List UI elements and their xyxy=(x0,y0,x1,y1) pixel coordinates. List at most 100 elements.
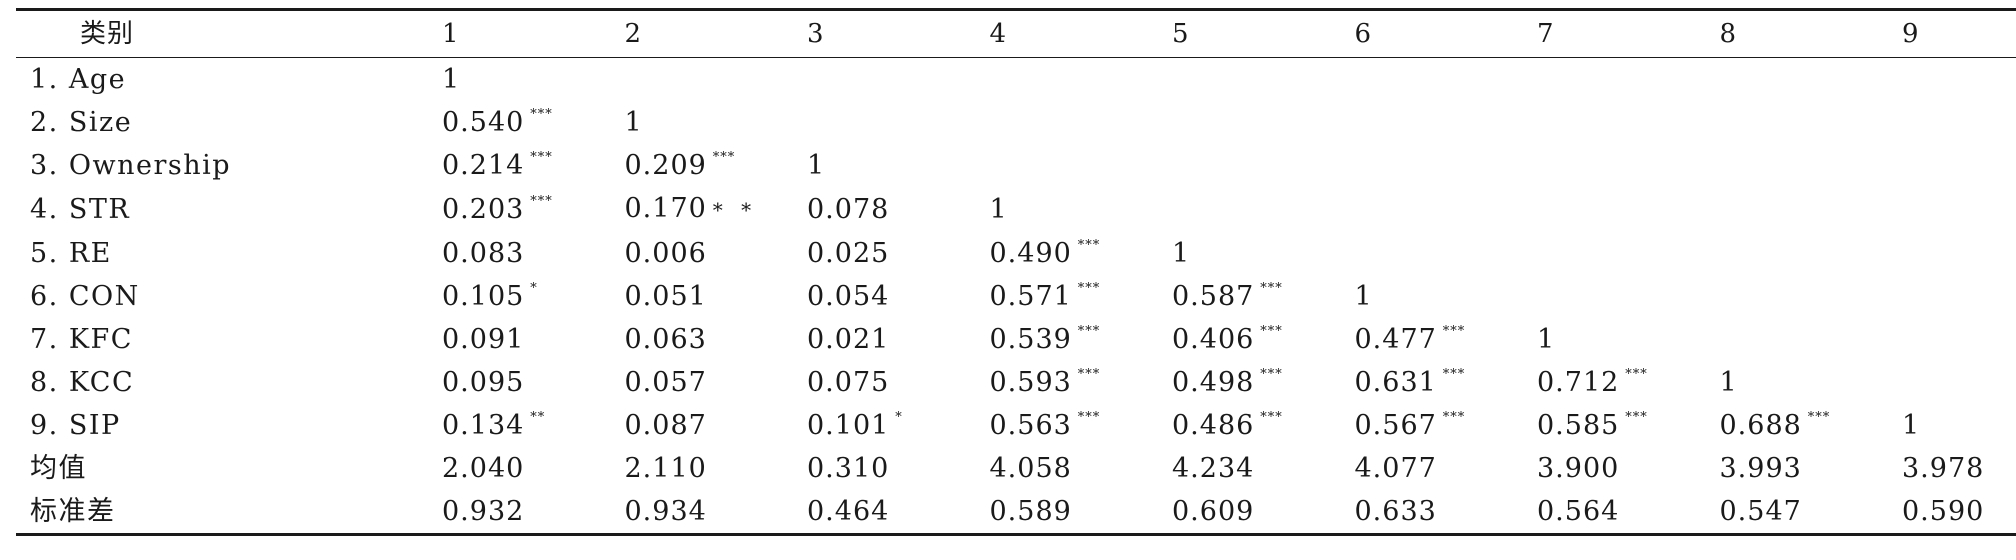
row-label: 6. CON xyxy=(30,281,140,312)
table-cell: 0.631 *** xyxy=(1355,361,1538,404)
cell-value: 4.234 xyxy=(1172,453,1255,484)
cell-value: 0.486 xyxy=(1172,410,1255,441)
cell-value: 0.101 xyxy=(807,410,890,441)
cell-value: 0.571 xyxy=(989,281,1072,312)
cell-value: 4.077 xyxy=(1354,453,1437,484)
table-cell xyxy=(1902,232,2016,275)
table-cell: 0.585 *** xyxy=(1537,404,1720,447)
table-cell: 0.540 *** xyxy=(442,101,625,144)
table-cell xyxy=(1902,144,2016,187)
cell-value: 2.110 xyxy=(624,453,707,484)
cell-value: 0.609 xyxy=(1172,496,1255,527)
table-cell: 0.934 xyxy=(625,490,808,535)
row-label: 均值 xyxy=(30,453,87,484)
table-cell xyxy=(1902,275,2016,318)
table-cell: 0.932 xyxy=(442,490,625,535)
table-cell: 0.490 *** xyxy=(990,232,1173,275)
table-cell: 0.593 *** xyxy=(990,361,1173,404)
table-cell: 2.110 xyxy=(625,447,808,490)
table-cell: 0.464 xyxy=(807,490,990,535)
significance-marker: *** xyxy=(1260,367,1283,382)
table-cell xyxy=(1537,144,1720,187)
table-cell: 0.688 *** xyxy=(1720,404,1903,447)
table-row: 5. RE 0.083 0.006 0.025 0.490 *** 1 xyxy=(16,232,2016,275)
table-cell: 0.075 xyxy=(807,361,990,404)
header-row: 类别 1 2 3 4 5 6 7 8 9 xyxy=(16,9,2016,58)
cell-value: 1 xyxy=(1719,367,1738,398)
row-label: 4. STR xyxy=(30,194,131,225)
cell-value: 0.593 xyxy=(989,367,1072,398)
significance-marker: *** xyxy=(1077,238,1101,253)
header-cell-3: 3 xyxy=(807,19,825,49)
table-row: 2. Size 0.540 *** 1 xyxy=(16,101,2016,144)
cell-value: 0.587 xyxy=(1172,281,1255,312)
table-cell xyxy=(1720,101,1903,144)
cell-value: 0.688 xyxy=(1719,410,1802,441)
table-cell: 0.477 *** xyxy=(1355,318,1538,361)
cell-value: 0.589 xyxy=(989,496,1072,527)
table-cell xyxy=(1172,187,1355,232)
table-cell: 0.589 xyxy=(990,490,1173,535)
table-header: 类别 1 2 3 4 5 6 7 8 9 xyxy=(16,9,2016,58)
significance-marker: *** xyxy=(1625,367,1648,382)
significance-marker: *** xyxy=(1077,324,1101,339)
significance-marker: *** xyxy=(1077,281,1101,296)
cell-value: 4.058 xyxy=(989,453,1072,484)
cell-value: 1 xyxy=(1537,324,1556,355)
header-cell-6: 6 xyxy=(1354,19,1373,49)
cell-value: 0.590 xyxy=(1902,496,1985,527)
cell-value: 0.075 xyxy=(807,367,890,398)
header-cell-9: 9 xyxy=(1902,19,1920,49)
table-row: 标准差 0.932 0.934 0.464 0.589 0.609 0.633 0.564 0.… xyxy=(16,490,2016,535)
table-cell: 4.077 xyxy=(1355,447,1538,490)
table-cell: 3.993 xyxy=(1720,447,1903,490)
header-cell-5: 5 xyxy=(1172,19,1190,49)
cell-value: 1 xyxy=(624,107,643,138)
table-cell: 0.563 *** xyxy=(990,404,1173,447)
table-cell: 1 xyxy=(1172,232,1355,275)
significance-marker: *** xyxy=(1625,410,1648,425)
cell-value: 0.214 xyxy=(442,150,525,181)
table-cell xyxy=(1720,318,1903,361)
cell-value: 1 xyxy=(442,64,461,95)
cell-value: 3.900 xyxy=(1537,453,1620,484)
table-cell: 0.406 *** xyxy=(1172,318,1355,361)
cell-value: 0.490 xyxy=(989,238,1072,269)
cell-value: 0.057 xyxy=(624,367,707,398)
table-cell xyxy=(807,101,990,144)
cell-value: 0.547 xyxy=(1719,496,1802,527)
table-row: 4. STR 0.203 *** 0.170 * * 0.078 1 xyxy=(16,187,2016,232)
cell-value: 0.464 xyxy=(807,496,890,527)
significance-marker: ** xyxy=(530,410,546,425)
table-cell: 0.214 *** xyxy=(442,144,625,187)
table-cell: 0.057 xyxy=(625,361,808,404)
cell-value: 0.170 xyxy=(624,193,707,224)
table-cell: 0.310 xyxy=(807,447,990,490)
table-cell: 0.539 *** xyxy=(990,318,1173,361)
table-cell xyxy=(1537,58,1720,102)
cell-value: 0.310 xyxy=(807,453,890,484)
table-cell: 0.025 xyxy=(807,232,990,275)
table-cell: 0.567 *** xyxy=(1355,404,1538,447)
significance-marker: *** xyxy=(530,194,553,209)
cell-value: 0.564 xyxy=(1537,496,1620,527)
table-cell: 1 xyxy=(1537,318,1720,361)
table-cell: 0.587 *** xyxy=(1172,275,1355,318)
table-cell: 0.095 xyxy=(442,361,625,404)
table-cell xyxy=(990,101,1173,144)
table-cell xyxy=(625,58,808,102)
table-cell: 1 xyxy=(625,101,808,144)
significance-marker: *** xyxy=(1442,410,1466,425)
table-cell: 0.170 * * xyxy=(625,187,808,232)
table-cell: 4.058 xyxy=(990,447,1173,490)
table-cell: 0.087 xyxy=(625,404,808,447)
cell-value: 0.134 xyxy=(442,410,525,441)
table-cell: 0.209 *** xyxy=(625,144,808,187)
cell-value: 1 xyxy=(1172,238,1191,269)
header-cell-8: 8 xyxy=(1719,19,1738,49)
cell-value: 1 xyxy=(1902,410,1921,441)
table-cell: 0.021 xyxy=(807,318,990,361)
cell-value: 0.563 xyxy=(989,410,1072,441)
cell-value: 0.083 xyxy=(442,238,525,269)
significance-marker: * xyxy=(530,281,538,296)
